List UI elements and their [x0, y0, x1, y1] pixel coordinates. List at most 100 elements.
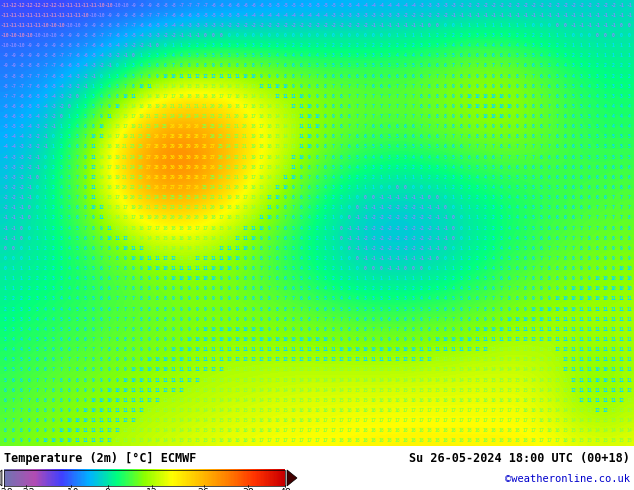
Text: 14: 14	[210, 408, 216, 413]
Text: 15: 15	[106, 195, 112, 200]
Text: -11: -11	[33, 23, 41, 28]
Text: 6: 6	[404, 317, 406, 322]
Text: 8: 8	[347, 104, 351, 109]
Text: -5: -5	[314, 2, 320, 7]
Text: 18: 18	[378, 428, 384, 433]
Text: 15: 15	[210, 439, 216, 443]
Text: 11: 11	[602, 317, 608, 322]
Text: 16: 16	[450, 398, 456, 403]
Text: 9: 9	[491, 74, 495, 78]
Text: 7: 7	[332, 317, 335, 322]
Text: 6: 6	[540, 74, 543, 78]
Text: -6: -6	[82, 53, 88, 58]
Text: 5: 5	[619, 134, 623, 139]
Text: 20: 20	[234, 185, 240, 190]
Text: 1: 1	[451, 266, 455, 271]
Text: 1: 1	[27, 266, 30, 271]
Text: 6: 6	[411, 74, 415, 78]
Text: 6: 6	[595, 195, 598, 200]
Text: 8: 8	[444, 114, 446, 119]
Text: 10: 10	[498, 104, 504, 109]
Text: 9: 9	[564, 276, 566, 281]
Text: 7: 7	[332, 84, 335, 89]
Text: 15: 15	[434, 388, 440, 392]
Text: -2: -2	[130, 43, 136, 48]
Text: 5: 5	[84, 317, 86, 322]
Text: 11: 11	[418, 347, 424, 352]
Text: -1: -1	[194, 33, 200, 38]
Text: 4: 4	[347, 296, 351, 301]
Text: 16: 16	[266, 145, 272, 149]
Text: 5: 5	[340, 63, 342, 69]
Text: 20: 20	[210, 205, 216, 210]
Text: -5: -5	[42, 94, 48, 99]
Text: 5: 5	[84, 286, 86, 292]
Text: 8: 8	[4, 439, 6, 443]
Text: 21: 21	[194, 104, 200, 109]
Text: 19: 19	[138, 114, 144, 119]
Text: 7: 7	[124, 286, 126, 292]
Text: 18: 18	[450, 428, 456, 433]
Text: 24: 24	[218, 175, 224, 180]
Text: 11: 11	[378, 357, 384, 362]
Text: 11: 11	[82, 428, 88, 433]
Text: 3: 3	[36, 307, 39, 312]
Text: 2: 2	[427, 175, 430, 180]
Text: 12: 12	[114, 439, 120, 443]
Text: 10: 10	[98, 124, 104, 129]
Text: -5: -5	[266, 2, 272, 7]
Text: 8: 8	[476, 317, 479, 322]
Text: 15: 15	[626, 439, 632, 443]
Text: 2: 2	[20, 286, 22, 292]
Text: 3: 3	[467, 276, 470, 281]
Text: 1: 1	[476, 236, 479, 241]
Text: 7: 7	[515, 145, 519, 149]
Text: 10: 10	[74, 418, 80, 423]
Text: 7: 7	[51, 377, 55, 383]
Text: 7: 7	[540, 84, 543, 89]
Text: 7: 7	[36, 388, 39, 392]
Text: 6: 6	[484, 154, 486, 160]
Text: -1: -1	[370, 256, 376, 261]
Text: 28: 28	[194, 134, 200, 139]
Text: -3: -3	[194, 23, 200, 28]
Text: 3: 3	[604, 84, 607, 89]
Text: 4: 4	[411, 53, 415, 58]
Text: 3: 3	[236, 43, 238, 48]
Text: 11: 11	[450, 347, 456, 352]
Text: 16: 16	[354, 408, 360, 413]
Text: -8: -8	[2, 84, 8, 89]
Text: -2: -2	[370, 236, 376, 241]
Text: 0: 0	[115, 63, 119, 69]
Text: 18: 18	[514, 428, 520, 433]
Text: 10: 10	[226, 327, 232, 332]
Text: 4: 4	[60, 307, 62, 312]
Text: 11: 11	[90, 195, 96, 200]
Text: 8: 8	[508, 134, 510, 139]
Text: 9: 9	[172, 327, 174, 332]
Text: 12: 12	[282, 357, 288, 362]
Text: 13: 13	[234, 84, 240, 89]
Text: 0: 0	[44, 165, 46, 170]
Text: 1: 1	[467, 246, 470, 251]
Text: 1: 1	[411, 276, 415, 281]
Text: 6: 6	[555, 154, 559, 160]
Text: 17: 17	[394, 418, 400, 423]
Text: 8: 8	[259, 296, 262, 301]
Text: 6: 6	[515, 165, 519, 170]
Text: -6: -6	[34, 84, 40, 89]
Text: 8: 8	[155, 307, 158, 312]
Text: 7: 7	[572, 236, 574, 241]
Text: 5: 5	[356, 63, 358, 69]
Text: 13: 13	[226, 377, 232, 383]
Text: -9: -9	[34, 53, 40, 58]
Text: 8: 8	[299, 175, 302, 180]
Text: -1: -1	[362, 256, 368, 261]
Text: 9: 9	[476, 124, 479, 129]
Text: 23: 23	[202, 114, 208, 119]
Text: 9: 9	[212, 296, 214, 301]
Text: 13: 13	[218, 377, 224, 383]
Text: 16: 16	[386, 408, 392, 413]
Text: 17: 17	[170, 94, 176, 99]
Text: 9: 9	[460, 104, 462, 109]
